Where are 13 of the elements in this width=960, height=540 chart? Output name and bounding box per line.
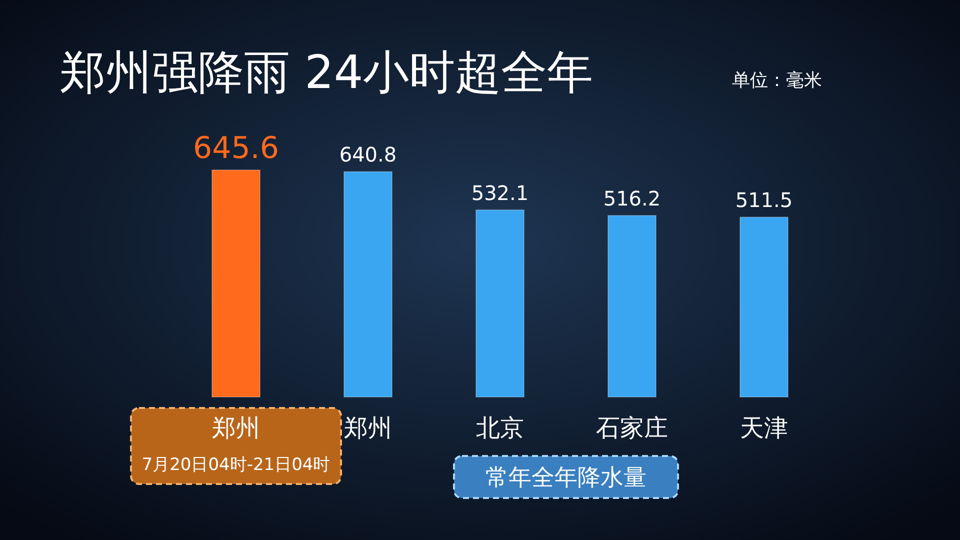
chart-title: 郑州强降雨 24小时超全年: [60, 45, 594, 99]
text: 单位：毫米: [732, 70, 822, 91]
data-label: 511.5: [735, 188, 793, 212]
text: 常年全年降水量: [486, 465, 646, 491]
data-label: 640.8: [339, 142, 397, 167]
data-label: 645.6: [193, 131, 279, 166]
x-tick-label: 郑州: [344, 414, 392, 442]
data-label: 516.2: [603, 186, 661, 210]
x-tick-label: 石家庄: [596, 414, 668, 442]
x-tick-label: 天津: [740, 414, 788, 442]
data-label: 532.1: [471, 180, 529, 205]
x-tick-label: 北京: [476, 414, 524, 442]
x-tick-label: 郑州 7月20日04时-21日04时: [142, 414, 330, 475]
